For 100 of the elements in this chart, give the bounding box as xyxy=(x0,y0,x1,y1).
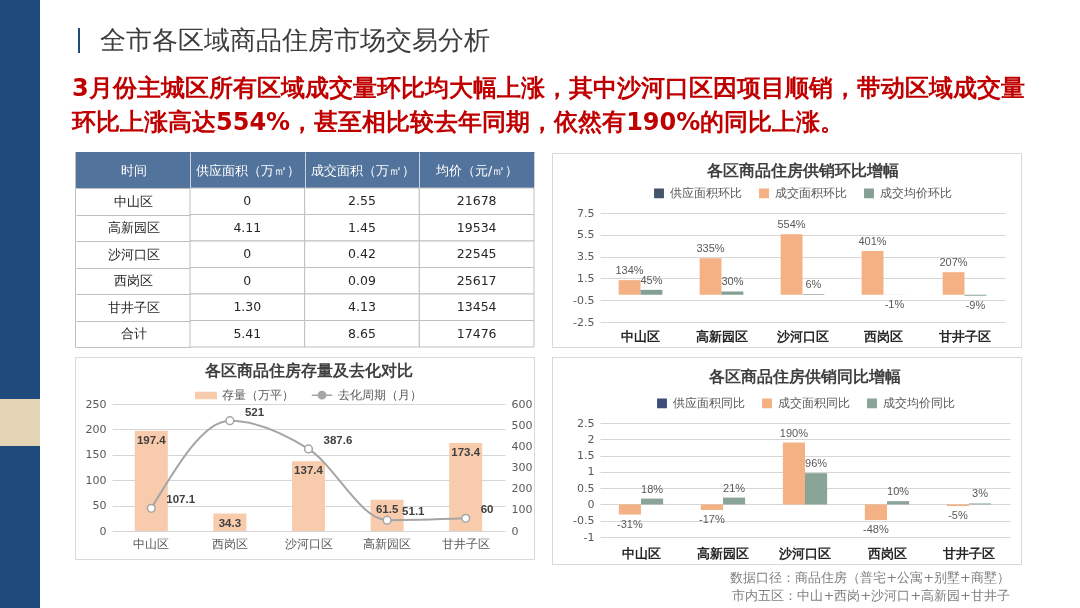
x-tick-label: 甘井子区 xyxy=(441,536,490,551)
data-label: -5% xyxy=(948,509,968,522)
x-tick-label: 中山区 xyxy=(621,328,660,344)
data-label: -9% xyxy=(965,298,986,311)
y-tick-label: -0.5 xyxy=(573,293,595,307)
data-label: 0.42 xyxy=(348,246,376,262)
data-label: 51.1 xyxy=(402,505,426,518)
data-label: 4.11 xyxy=(233,219,262,235)
data-label: 137.4 xyxy=(294,464,324,477)
data-label: 1.30 xyxy=(233,299,262,315)
y-tick-label: 7.5 xyxy=(577,206,595,220)
y-tick-label: 100 xyxy=(85,473,107,487)
data-label: 60 xyxy=(480,503,494,516)
x-tick-label: 西岗区 xyxy=(866,545,907,561)
data-label: 190% xyxy=(779,426,809,439)
y-tick-label: 1 xyxy=(587,465,595,479)
legend-label: 供应面积同比 xyxy=(673,396,745,411)
data-label: 96% xyxy=(805,457,828,470)
data-label: 0 xyxy=(243,246,252,262)
data-label: -17% xyxy=(699,512,725,525)
legend-label: 存量（万平） xyxy=(222,388,294,403)
data-label: 22545 xyxy=(456,246,497,262)
chart-title: 各区商品住房存量及去化对比 xyxy=(203,360,413,380)
y-tick-label: 5.5 xyxy=(577,228,595,242)
y-tick-label: 甘井子区 xyxy=(107,299,160,315)
text: 3月份主城区所有区域成交量环比均大幅上涨，其中沙河口区因项目顺销，带动区域成交量环比上涨高达554%，甚至相比较去年同期，依然有190%的同比上涨。 xyxy=(72,73,1026,138)
data-label: 17476 xyxy=(456,325,497,341)
x-tick-label: 中山区 xyxy=(621,545,661,561)
chart-title: 各区商品住房供销同比增幅 xyxy=(708,367,901,386)
x-tick-label: 高新园区 xyxy=(363,536,412,551)
text: 全市各区域商品住房市场交易分析 xyxy=(100,24,490,57)
data-label: 34.3 xyxy=(218,516,242,529)
data-label: 107.1 xyxy=(166,493,196,506)
data-label: 10% xyxy=(887,485,910,498)
y-tick-label: 1.5 xyxy=(577,449,595,463)
data-label: 5.41 xyxy=(233,325,262,341)
y2-tick-label: 600 xyxy=(511,397,533,411)
data-label: 387.6 xyxy=(323,433,353,446)
y2-tick-label: 500 xyxy=(511,418,533,432)
x-tick-label: 成交面积（万㎡） xyxy=(310,162,415,178)
y-tick-label: 2.5 xyxy=(577,416,595,430)
y-tick-label: 0.5 xyxy=(577,481,595,495)
y2-tick-label: 300 xyxy=(511,461,533,474)
y-tick-label: 2 xyxy=(587,432,595,446)
data-label: 25617 xyxy=(456,272,497,288)
y-tick-label: 0 xyxy=(99,524,107,538)
data-label: 554% xyxy=(777,218,806,231)
y-tick-label: 1.5 xyxy=(577,271,595,285)
y2-tick-label: 400 xyxy=(511,439,533,453)
data-label: 521 xyxy=(244,405,265,418)
y-tick-label: 西岗区 xyxy=(114,273,153,289)
y-tick-label: -1 xyxy=(583,530,595,544)
legend-label: 成交面积环比 xyxy=(775,186,847,201)
y-tick-label: 3.5 xyxy=(577,250,595,264)
x-tick-label: 均价（元/㎡） xyxy=(435,162,519,178)
y2-tick-label: 0 xyxy=(511,524,519,538)
data-label: 0.09 xyxy=(348,272,376,288)
x-tick-label: 西岗区 xyxy=(211,536,248,551)
x-tick-label: 西岗区 xyxy=(863,328,903,344)
data-label: 61.5 xyxy=(375,502,399,515)
data-label: 18% xyxy=(641,482,664,495)
data-label: 1.45 xyxy=(348,219,376,235)
data-label: 2.55 xyxy=(348,193,376,209)
data-label: 21% xyxy=(723,481,746,494)
x-tick-label: 沙河口区 xyxy=(778,545,831,561)
legend-label: 成交均价同比 xyxy=(883,396,955,411)
text: 市内五区：中山+西岗+沙河口+高新园+甘井子 xyxy=(731,587,1010,605)
data-label: -48% xyxy=(863,523,889,536)
data-label: -31% xyxy=(617,517,643,530)
x-tick-label: 甘井子区 xyxy=(937,328,991,344)
data-label: 0 xyxy=(243,193,252,209)
y-tick-label: 50 xyxy=(92,499,107,513)
y-tick-label: 沙河口区 xyxy=(107,246,160,262)
data-label: 6% xyxy=(805,278,822,291)
data-label: 30% xyxy=(721,275,744,288)
x-tick-label: 高新园区 xyxy=(695,328,748,344)
y-axis-title: 时间 xyxy=(120,162,147,178)
x-tick-label: 沙河口区 xyxy=(284,536,333,551)
legend-label: 去化周期（月） xyxy=(338,388,422,403)
legend-label: 成交均价环比 xyxy=(880,186,952,201)
data-label: 13454 xyxy=(456,299,497,315)
chart-title: 各区商品住房供销环比增幅 xyxy=(705,161,899,180)
data-label: -1% xyxy=(884,297,905,310)
y-tick-label: 高新园区 xyxy=(107,220,160,236)
data-label: 197.4 xyxy=(136,433,167,446)
legend-label: 成交面积同比 xyxy=(778,396,850,411)
data-label: 173.4 xyxy=(451,445,481,458)
data-label: 21678 xyxy=(456,193,497,209)
y-tick-label: 200 xyxy=(85,422,107,436)
y-tick-label: 250 xyxy=(85,397,107,411)
x-tick-label: 沙河口区 xyxy=(775,328,829,344)
data-label: 19534 xyxy=(456,219,497,235)
x-tick-label: 供应面积（万㎡） xyxy=(195,162,300,178)
x-tick-label: 高新园区 xyxy=(697,545,749,561)
y-tick-label: 中山区 xyxy=(114,193,153,209)
y-tick-label: 0 xyxy=(587,497,595,511)
data-label: 207% xyxy=(939,256,968,269)
data-label: 0 xyxy=(243,272,252,288)
data-label: 335% xyxy=(696,242,725,255)
x-tick-label: 中山区 xyxy=(133,536,170,551)
